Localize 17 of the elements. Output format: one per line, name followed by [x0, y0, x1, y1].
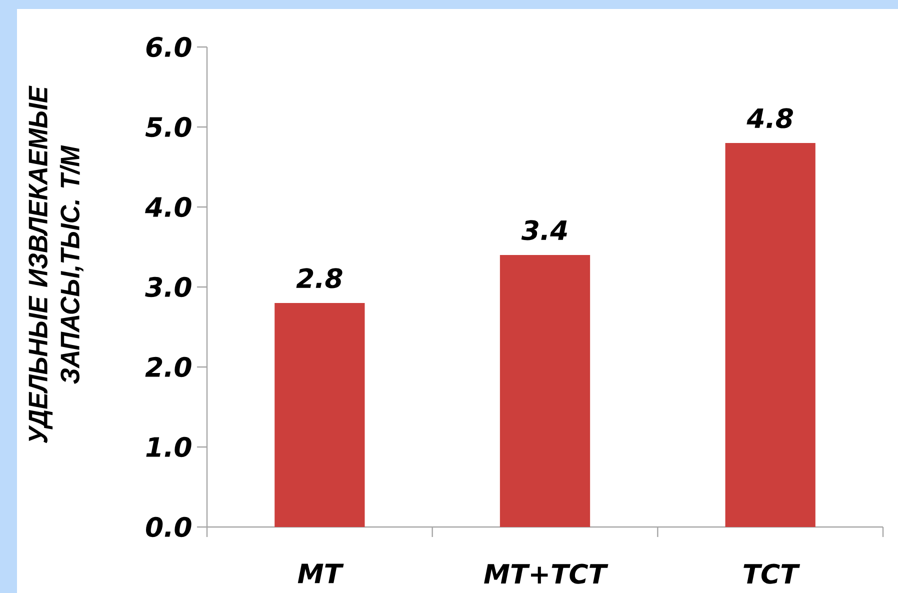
- bar: [725, 143, 816, 527]
- y-tick-label: 2.0: [145, 356, 192, 378]
- x-tick-label: МТ: [298, 564, 344, 584]
- y-axis-title: УДЕЛЬНЫЕ ИЗВЛЕКАЕМЫЕ ЗАПАСЫ,ТЫС. Т/М: [28, 86, 84, 444]
- y-tick-label: 6.0: [146, 36, 192, 58]
- data-label: 3.4: [521, 220, 567, 240]
- y-tick-label: 1.0: [146, 436, 192, 458]
- y-tick-label: 4.0: [145, 196, 192, 218]
- bar: [274, 303, 365, 527]
- x-tick-label: МТ+ТСТ: [484, 564, 608, 584]
- y-tick-label: 5.0: [145, 116, 192, 138]
- data-label: 4.8: [746, 108, 793, 128]
- x-tick-label: ТСТ: [744, 564, 800, 584]
- data-label: 2.8: [296, 268, 342, 288]
- y-tick-label: 3.0: [145, 276, 192, 298]
- y-tick-label: 0.0: [146, 516, 192, 538]
- bar: [500, 255, 590, 527]
